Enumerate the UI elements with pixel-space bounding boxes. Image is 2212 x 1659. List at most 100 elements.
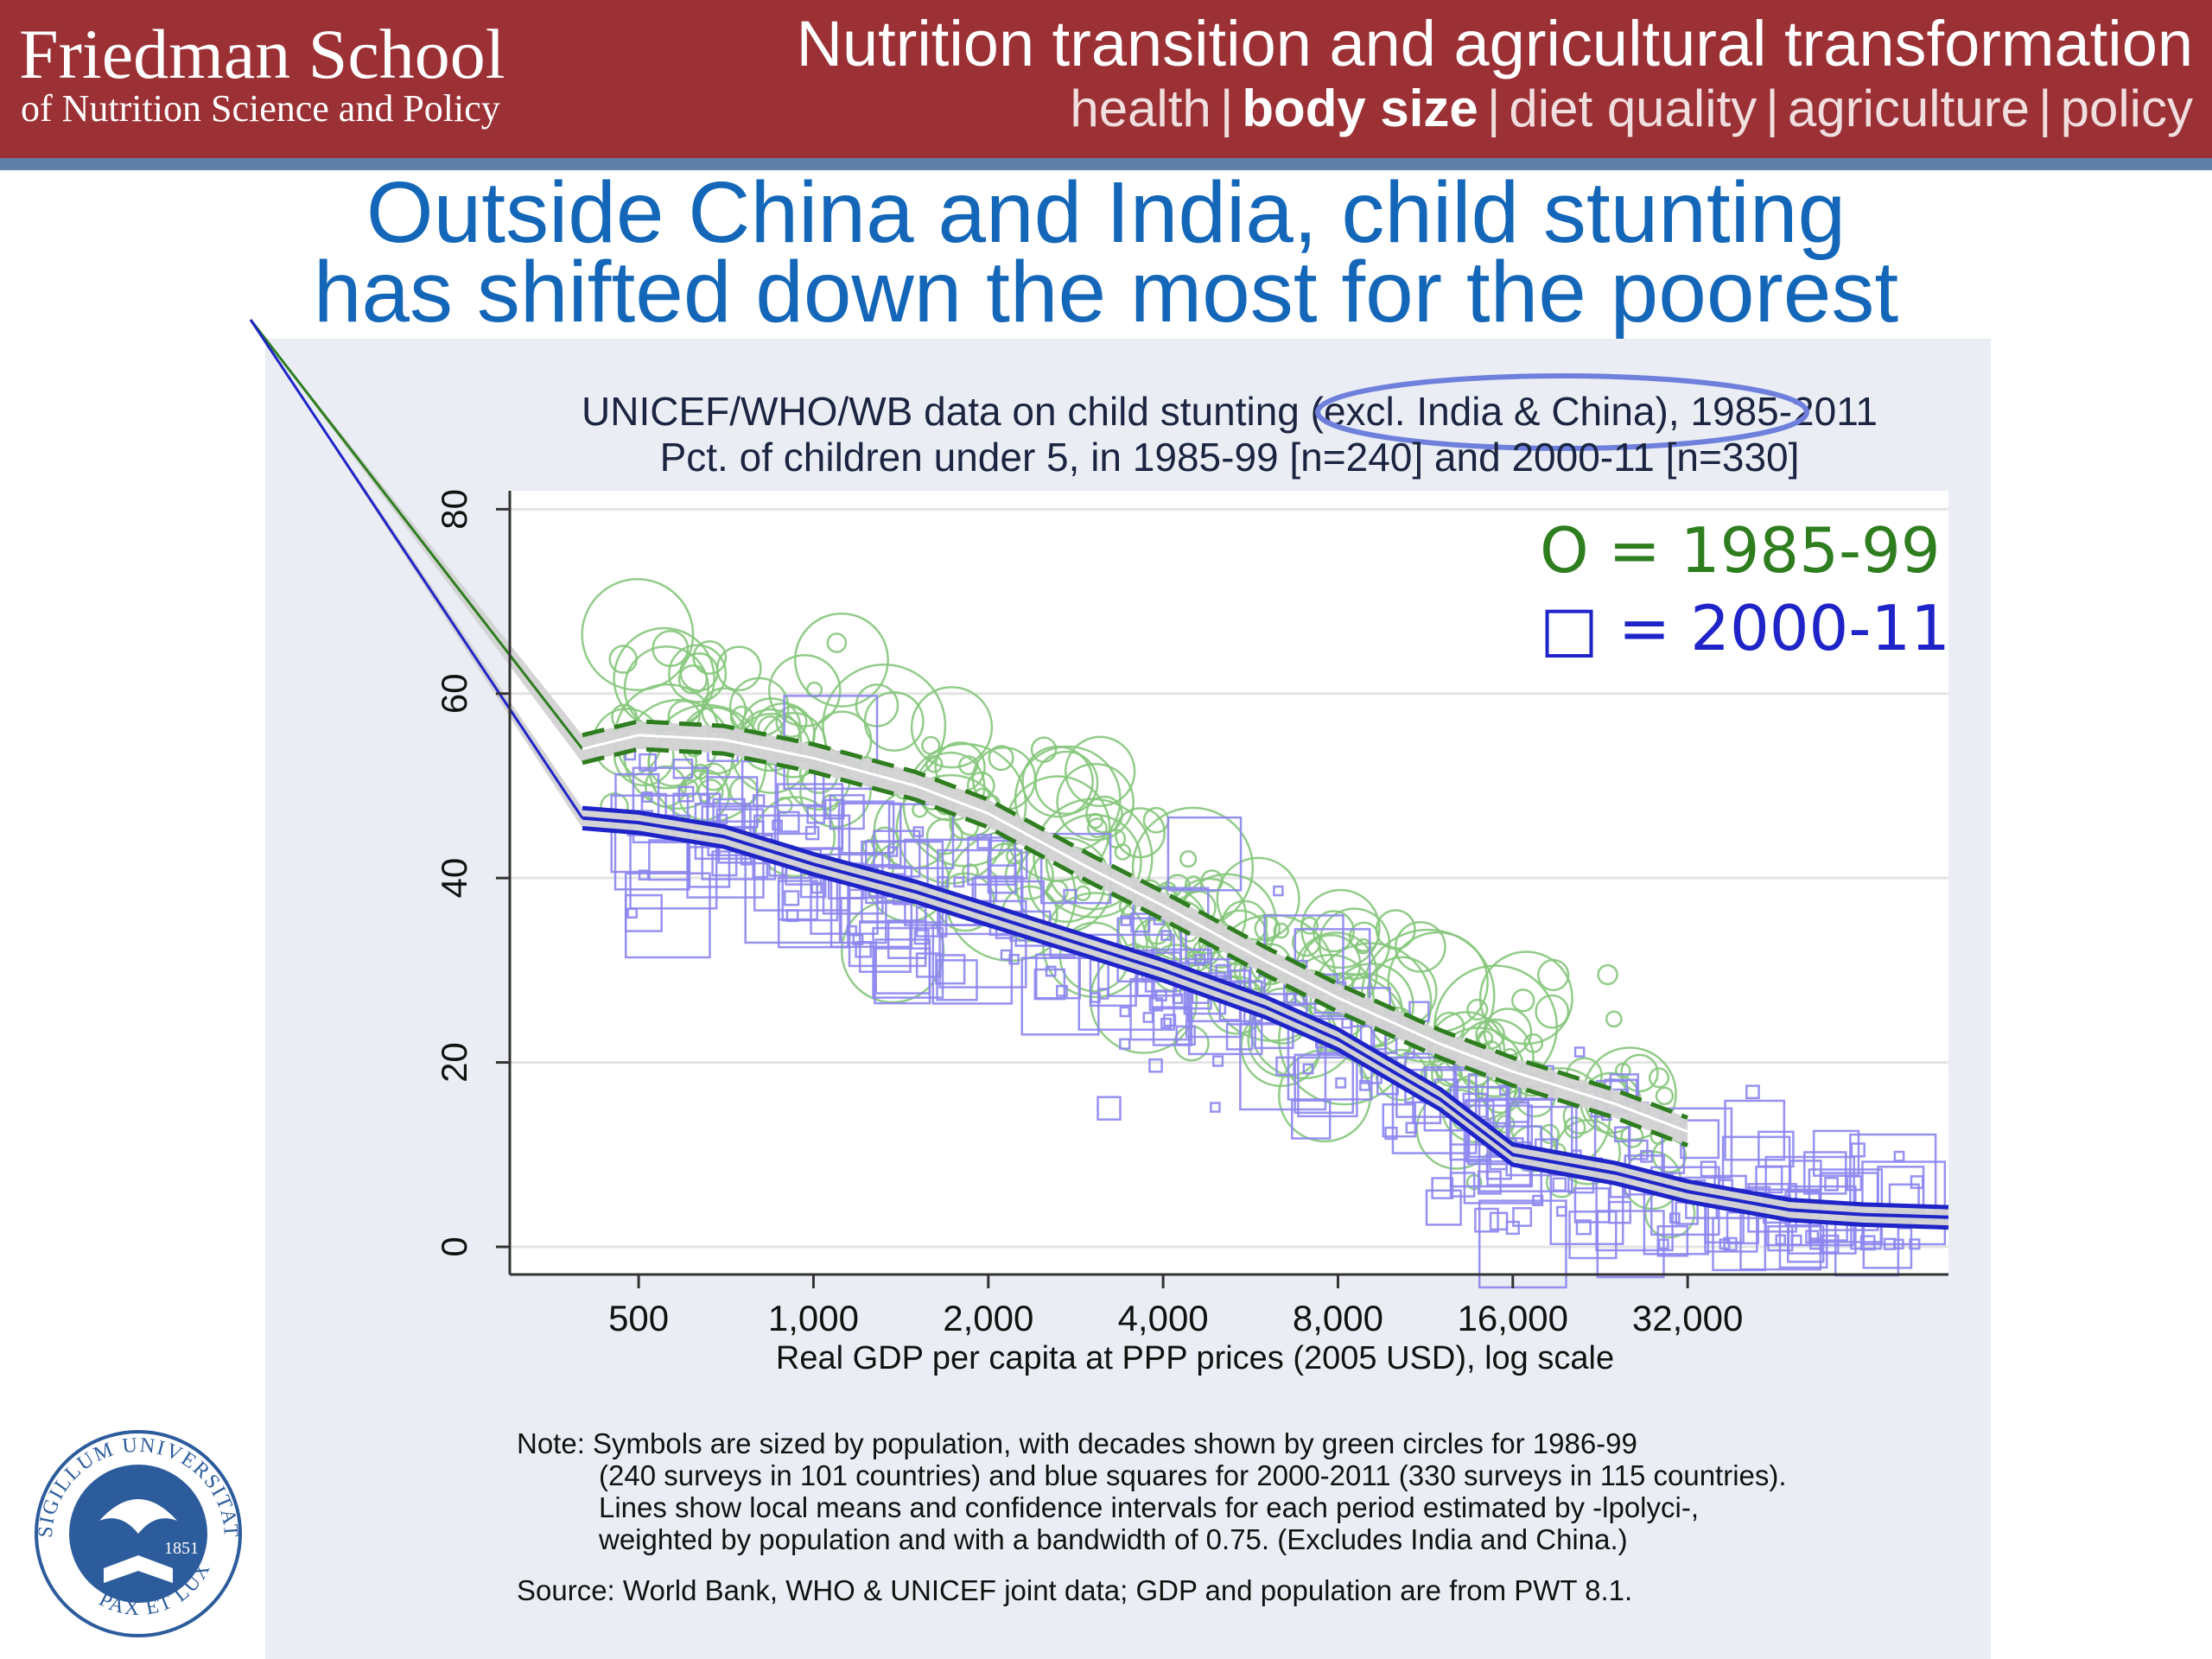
- stunting-survey-square: [1425, 1189, 1462, 1226]
- note-line-4: weighted by population and with a bandwi…: [599, 1523, 1628, 1555]
- y-tick-label: 80: [434, 489, 474, 530]
- stunting-survey-square: [785, 909, 799, 923]
- stunting-survey-circle: [1375, 1048, 1428, 1102]
- stunting-survey-circle: [581, 578, 695, 691]
- stunting-survey-square: [1508, 1101, 1530, 1123]
- plot-area: [510, 491, 1948, 1274]
- stunting-survey-circle: [1085, 795, 1123, 834]
- slide-title: Outside China and India, child stunting …: [52, 169, 2160, 340]
- stunting-survey-circle: [1511, 988, 1535, 1013]
- stunting-survey-square: [887, 803, 955, 869]
- series-1985-99-mean-line: [582, 734, 1688, 1134]
- stunting-survey-square: [1273, 885, 1284, 897]
- stunting-survey-square: [1719, 1238, 1731, 1250]
- stunting-survey-square: [1096, 1096, 1122, 1121]
- stunting-survey-circle: [1318, 907, 1391, 980]
- nav-separator: |: [1765, 79, 1779, 137]
- x-tick-label: 1,000: [768, 1298, 859, 1338]
- stunting-survey-circle: [1535, 994, 1570, 1029]
- stunting-survey-circle: [925, 754, 944, 773]
- slide-title-line-2: has shifted down the most for the poores…: [313, 244, 1899, 340]
- stunting-survey-square: [1812, 1129, 1860, 1177]
- stunting-survey-square: [1575, 1219, 1592, 1236]
- stunting-survey-square: [1755, 1166, 1783, 1194]
- stunting-survey-circle: [692, 640, 728, 675]
- stunting-survey-square: [624, 872, 711, 959]
- legend-entry-2000-11: □ = 2000-11: [1540, 592, 1950, 664]
- stunting-survey-circle: [1597, 963, 1618, 986]
- stunting-survey-circle: [767, 654, 842, 728]
- stunting-survey-square: [1478, 1199, 1567, 1289]
- stunting-survey-square: [837, 802, 902, 867]
- stunting-survey-circle: [1087, 817, 1108, 839]
- stunting-survey-square: [1910, 1175, 1924, 1189]
- stunting-survey-square: [988, 839, 1028, 880]
- series-2000-11-leader-band: [251, 320, 582, 829]
- series-2000-11-lower-ci: [582, 826, 1949, 1230]
- stunting-survey-square: [1211, 1055, 1224, 1067]
- nav-item-policy[interactable]: policy: [2060, 79, 2193, 137]
- stunting-survey-square: [1285, 992, 1297, 1004]
- stunting-survey-square: [1120, 915, 1132, 926]
- stunting-survey-circle: [1300, 916, 1319, 935]
- stunting-survey-circle: [793, 612, 889, 708]
- stunting-survey-square: [784, 890, 800, 906]
- stunting-survey-square: [1745, 1084, 1760, 1100]
- stunting-survey-square: [806, 805, 826, 824]
- stunting-survey-square: [1478, 1097, 1573, 1192]
- stunting-survey-square: [1119, 1038, 1131, 1050]
- stunting-survey-circle: [1273, 922, 1289, 939]
- nav-item-body-size[interactable]: body size: [1242, 79, 1478, 137]
- stunting-survey-square: [872, 926, 944, 999]
- stunting-survey-circle: [1106, 829, 1127, 849]
- nav-item-health[interactable]: health: [1070, 79, 1211, 137]
- stunting-survey-square: [1846, 1175, 1863, 1192]
- series-1985-99-lower-ci: [582, 747, 1688, 1147]
- stunting-survey-square: [852, 934, 864, 945]
- stunting-survey-square: [752, 861, 769, 879]
- stunting-survey-circle: [1655, 1086, 1675, 1106]
- y-tick-label: 60: [434, 673, 474, 714]
- nav-separator: |: [2038, 79, 2052, 137]
- stunting-survey-square: [632, 766, 709, 844]
- stunting-survey-square: [1850, 1142, 1866, 1158]
- x-axis-label: Real GDP per capita at PPP prices (2005 …: [776, 1340, 1614, 1376]
- stunting-survey-square: [1384, 1126, 1398, 1141]
- x-tick-label: 16,000: [1458, 1298, 1568, 1338]
- chart-title: UNICEF/WHO/WB data on child stunting (ex…: [582, 389, 1878, 434]
- stunting-survey-square: [1090, 992, 1101, 1003]
- stunting-survey-square: [1341, 1017, 1352, 1029]
- stunting-survey-circle: [1466, 998, 1489, 1021]
- x-tick-label: 8,000: [1293, 1298, 1383, 1338]
- stunting-survey-square: [1640, 1149, 1654, 1163]
- y-tick-label: 0: [434, 1236, 474, 1256]
- stunting-survey-square: [1512, 1207, 1533, 1227]
- chart-source: Source: World Bank, WHO & UNICEF joint d…: [517, 1574, 1633, 1606]
- x-tick-label: 2,000: [943, 1298, 1033, 1338]
- x-tick-label: 32,000: [1632, 1298, 1743, 1338]
- y-tick-label: 40: [434, 858, 474, 899]
- stunting-survey-square: [1160, 1017, 1173, 1029]
- stunting-survey-square: [1119, 1006, 1131, 1018]
- stunting-survey-square: [829, 794, 865, 830]
- legend-entry-1985-99: O = 1985-99: [1540, 514, 1941, 587]
- stunting-survey-square: [1431, 1177, 1454, 1199]
- stunting-survey-square: [912, 826, 925, 837]
- stunting-survey-square: [1391, 1068, 1478, 1154]
- stunting-survey-square: [1723, 1236, 1738, 1251]
- stunting-survey-circle: [1563, 1116, 1586, 1139]
- stunting-survey-square: [638, 869, 650, 880]
- stunting-survey-square: [776, 783, 844, 850]
- seal-dove-icon: [99, 1499, 177, 1534]
- nav-separator: |: [1486, 79, 1501, 137]
- stunting-survey-square: [1739, 1188, 1822, 1271]
- stunting-survey-square: [1568, 1210, 1618, 1260]
- stunting-survey-square: [1215, 963, 1231, 981]
- axes: 0 20 40 60 80 500 1,000 2,000 4,000 8,000 16,000 32…: [434, 489, 1948, 1338]
- nav-item-diet-quality[interactable]: diet quality: [1509, 79, 1758, 137]
- nav-item-agriculture[interactable]: agriculture: [1787, 79, 2030, 137]
- stunting-survey-circle: [680, 779, 699, 798]
- stunting-survey-square: [1302, 1063, 1314, 1075]
- stunting-survey-circle: [652, 629, 690, 668]
- stunting-survey-circle: [921, 735, 941, 755]
